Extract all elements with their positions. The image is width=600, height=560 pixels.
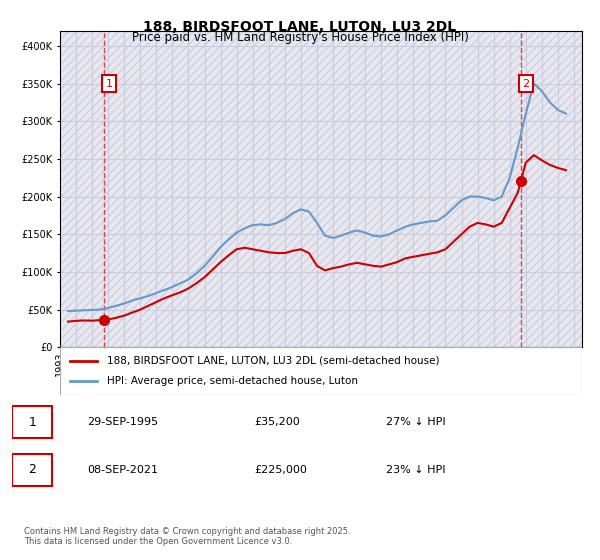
Text: 188, BIRDSFOOT LANE, LUTON, LU3 2DL (semi-detached house): 188, BIRDSFOOT LANE, LUTON, LU3 2DL (sem… <box>107 356 439 366</box>
Text: 1: 1 <box>28 416 36 428</box>
Text: 29-SEP-1995: 29-SEP-1995 <box>87 417 158 427</box>
Text: £35,200: £35,200 <box>254 417 299 427</box>
Text: 2: 2 <box>522 78 529 88</box>
Text: Contains HM Land Registry data © Crown copyright and database right 2025.
This d: Contains HM Land Registry data © Crown c… <box>24 526 350 546</box>
Text: 08-SEP-2021: 08-SEP-2021 <box>87 465 158 475</box>
Text: 2: 2 <box>28 464 36 477</box>
Text: £225,000: £225,000 <box>254 465 307 475</box>
FancyBboxPatch shape <box>12 406 52 438</box>
FancyBboxPatch shape <box>60 347 582 395</box>
FancyBboxPatch shape <box>12 454 52 486</box>
Text: 23% ↓ HPI: 23% ↓ HPI <box>386 465 446 475</box>
Text: Price paid vs. HM Land Registry's House Price Index (HPI): Price paid vs. HM Land Registry's House … <box>131 31 469 44</box>
Text: HPI: Average price, semi-detached house, Luton: HPI: Average price, semi-detached house,… <box>107 376 358 386</box>
Text: 27% ↓ HPI: 27% ↓ HPI <box>386 417 446 427</box>
Text: 1: 1 <box>106 78 112 88</box>
Text: 188, BIRDSFOOT LANE, LUTON, LU3 2DL: 188, BIRDSFOOT LANE, LUTON, LU3 2DL <box>143 20 457 34</box>
